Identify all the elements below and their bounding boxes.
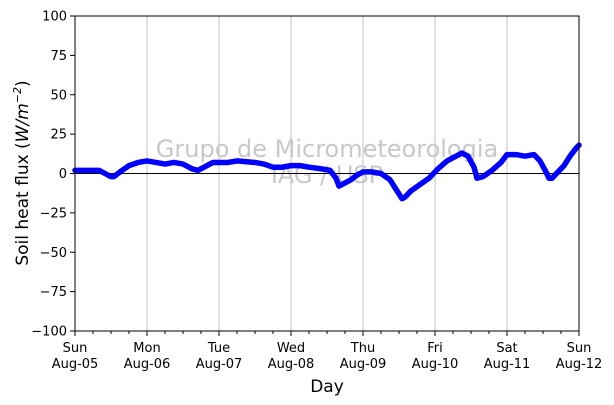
y-axis-label-suffix: ) bbox=[13, 80, 33, 87]
x-tick-label-date: Aug-11 bbox=[484, 357, 531, 372]
x-axis: SunAug-05MonAug-06TueAug-07WedAug-08ThuA… bbox=[52, 331, 603, 372]
watermark-line-1: Grupo de Micrometeorologia bbox=[156, 135, 498, 163]
y-tick-label: 50 bbox=[50, 88, 67, 103]
y-tick-label: −100 bbox=[31, 325, 67, 340]
x-tick-label-date: Aug-08 bbox=[268, 357, 315, 372]
x-tick-label-day: Sat bbox=[496, 341, 517, 356]
y-axis: 100 75 50 25 0 −25 −50 −75 −100 bbox=[31, 10, 75, 340]
y-axis-label-exponent: −2 bbox=[11, 87, 24, 103]
x-tick-label-day: Wed bbox=[277, 341, 305, 356]
y-tick-label: −75 bbox=[40, 285, 67, 300]
x-tick-label-date: Aug-09 bbox=[340, 357, 387, 372]
x-tick-label-day: Fri bbox=[427, 341, 443, 356]
watermark: Grupo de Micrometeorologia IAG / USP bbox=[156, 135, 498, 189]
x-tick-label-date: Aug-05 bbox=[52, 357, 99, 372]
series-group bbox=[72, 142, 582, 202]
x-tick-label-day: Thu bbox=[350, 341, 375, 356]
y-axis-label: Soil heat flux (W/m−2) bbox=[11, 80, 33, 265]
x-tick-label-day: Sun bbox=[567, 341, 592, 356]
y-tick-label: 75 bbox=[50, 49, 67, 64]
x-tick-label-date: Aug-10 bbox=[412, 357, 459, 372]
y-tick-label: −50 bbox=[40, 246, 67, 261]
y-tick-label: −25 bbox=[40, 206, 67, 221]
y-tick-label: 0 bbox=[59, 167, 67, 182]
x-tick-label-date: Aug-06 bbox=[124, 357, 171, 372]
x-tick-label-day: Mon bbox=[133, 341, 160, 356]
y-axis-label-unit: W/m bbox=[13, 103, 33, 142]
y-tick-label: 25 bbox=[50, 128, 67, 143]
series-line bbox=[72, 142, 582, 202]
x-tick-label-date: Aug-12 bbox=[556, 357, 603, 372]
y-axis-label-prefix: Soil heat flux ( bbox=[13, 142, 33, 265]
x-tick-label-day: Sun bbox=[63, 341, 88, 356]
x-tick-label-day: Tue bbox=[207, 341, 230, 356]
x-axis-label: Day bbox=[310, 377, 344, 397]
x-tick-label-date: Aug-07 bbox=[196, 357, 243, 372]
y-tick-label: 100 bbox=[42, 10, 67, 25]
